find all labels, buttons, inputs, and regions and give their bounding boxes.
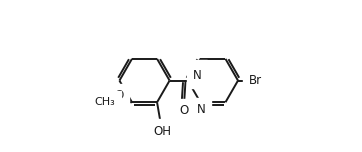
- Text: OH: OH: [153, 125, 171, 138]
- Text: N: N: [193, 69, 201, 82]
- Text: O: O: [114, 89, 123, 102]
- Text: Br: Br: [249, 74, 262, 87]
- Text: H: H: [194, 66, 202, 76]
- Text: CH₃: CH₃: [94, 97, 115, 107]
- Text: N: N: [197, 103, 206, 116]
- Text: O: O: [180, 104, 189, 117]
- Text: O: O: [102, 101, 104, 102]
